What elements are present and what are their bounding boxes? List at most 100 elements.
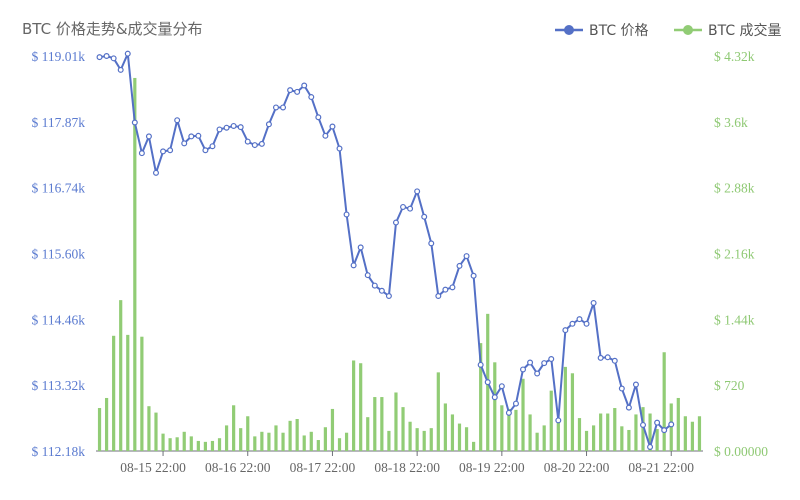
price-point xyxy=(138,150,145,157)
volume-bar xyxy=(521,378,525,451)
volume-bar xyxy=(528,414,532,451)
price-point xyxy=(491,394,498,401)
volume-bar xyxy=(464,427,469,451)
legend-item-price[interactable]: BTC 价格 xyxy=(555,20,649,40)
legend-item-volume[interactable]: BTC 成交量 xyxy=(674,20,782,40)
price-point xyxy=(604,354,611,361)
y-left-tick-label: $ 116.74k xyxy=(32,181,86,196)
volume-bar xyxy=(450,414,455,451)
volume-bar xyxy=(655,429,659,451)
price-point xyxy=(160,148,167,155)
price-point xyxy=(237,124,244,131)
volume-bar xyxy=(288,420,292,451)
price-point xyxy=(520,366,527,373)
price-point xyxy=(569,320,576,327)
price-point xyxy=(336,145,343,152)
volume-bar xyxy=(330,408,335,451)
price-point xyxy=(576,316,583,323)
volume-bar xyxy=(337,438,342,451)
volume-bar xyxy=(606,413,610,451)
price-point xyxy=(555,417,562,424)
y-right-tick-label: $ 3.6k xyxy=(714,115,748,130)
price-point xyxy=(632,381,639,388)
price-point xyxy=(407,205,414,212)
price-point xyxy=(484,379,491,386)
price-point xyxy=(527,359,534,366)
price-point xyxy=(470,272,477,279)
price-point xyxy=(145,133,152,140)
legend-label-price: BTC 价格 xyxy=(589,23,649,39)
volume-bar xyxy=(662,352,666,451)
volume-bar xyxy=(217,438,222,451)
x-tick-label: 08-15 22:00 xyxy=(120,460,186,475)
price-point xyxy=(294,88,301,95)
volume-bar xyxy=(676,397,680,451)
price-point xyxy=(442,286,449,293)
price-point xyxy=(195,132,202,139)
price-point xyxy=(174,117,181,124)
price-point xyxy=(562,327,569,334)
price-point xyxy=(315,114,322,121)
volume-bar xyxy=(408,421,412,451)
price-point xyxy=(654,419,661,426)
volume-bar xyxy=(295,418,299,451)
price-point xyxy=(110,55,117,62)
volume-bar xyxy=(514,409,518,451)
volume-bar xyxy=(577,418,582,451)
price-point xyxy=(350,262,357,269)
volume-bar xyxy=(563,366,567,451)
price-point xyxy=(103,52,110,59)
volume-bar xyxy=(697,416,702,451)
price-point xyxy=(400,203,407,210)
price-point xyxy=(167,147,174,154)
volume-bar xyxy=(535,432,539,451)
price-point xyxy=(124,50,131,57)
volume-bar xyxy=(613,408,617,451)
price-point xyxy=(534,370,541,377)
volume-bar xyxy=(500,405,504,451)
price-point xyxy=(661,427,668,434)
price-point xyxy=(498,383,505,390)
price-point xyxy=(202,147,209,154)
price-point xyxy=(364,272,371,279)
price-point xyxy=(230,122,237,129)
price-point xyxy=(223,124,230,131)
y-left-tick-label: $ 115.60k xyxy=(32,247,86,262)
price-point xyxy=(597,354,604,361)
price-point xyxy=(625,404,632,411)
price-point xyxy=(640,421,647,428)
volume-bar xyxy=(549,390,553,451)
volume-bar xyxy=(281,432,285,451)
price-point xyxy=(272,104,279,111)
price-point xyxy=(456,262,463,269)
volume-bar xyxy=(196,440,200,451)
price-point xyxy=(548,356,555,363)
y-left-tick-label: $ 113.32k xyxy=(32,378,86,393)
volume-bar xyxy=(599,413,603,451)
volume-bar xyxy=(232,405,236,451)
volume-bar xyxy=(359,363,363,451)
x-tick-label: 08-18 22:00 xyxy=(374,460,440,475)
volume-bar xyxy=(415,428,419,451)
volume-bar xyxy=(443,403,447,451)
y-right-tick-label: $ 720 xyxy=(714,378,745,393)
price-point xyxy=(216,126,223,133)
volume-bar xyxy=(436,372,440,451)
price-point xyxy=(392,219,399,226)
volume-bar xyxy=(97,408,102,451)
volume-bar xyxy=(154,412,158,451)
x-tick-label: 08-20 22:00 xyxy=(544,460,610,475)
volume-bar xyxy=(239,428,243,451)
price-point xyxy=(357,244,364,251)
volume-bar xyxy=(352,360,356,451)
y-left-tick-label: $ 119.01k xyxy=(32,49,86,64)
volume-bar xyxy=(570,373,575,451)
price-point xyxy=(541,360,548,367)
volume-bar xyxy=(584,430,589,451)
volume-bar xyxy=(366,417,370,451)
volume-bar xyxy=(119,300,123,451)
volume-bar xyxy=(175,437,179,451)
volume-bar xyxy=(182,431,186,451)
price-point xyxy=(117,66,124,73)
